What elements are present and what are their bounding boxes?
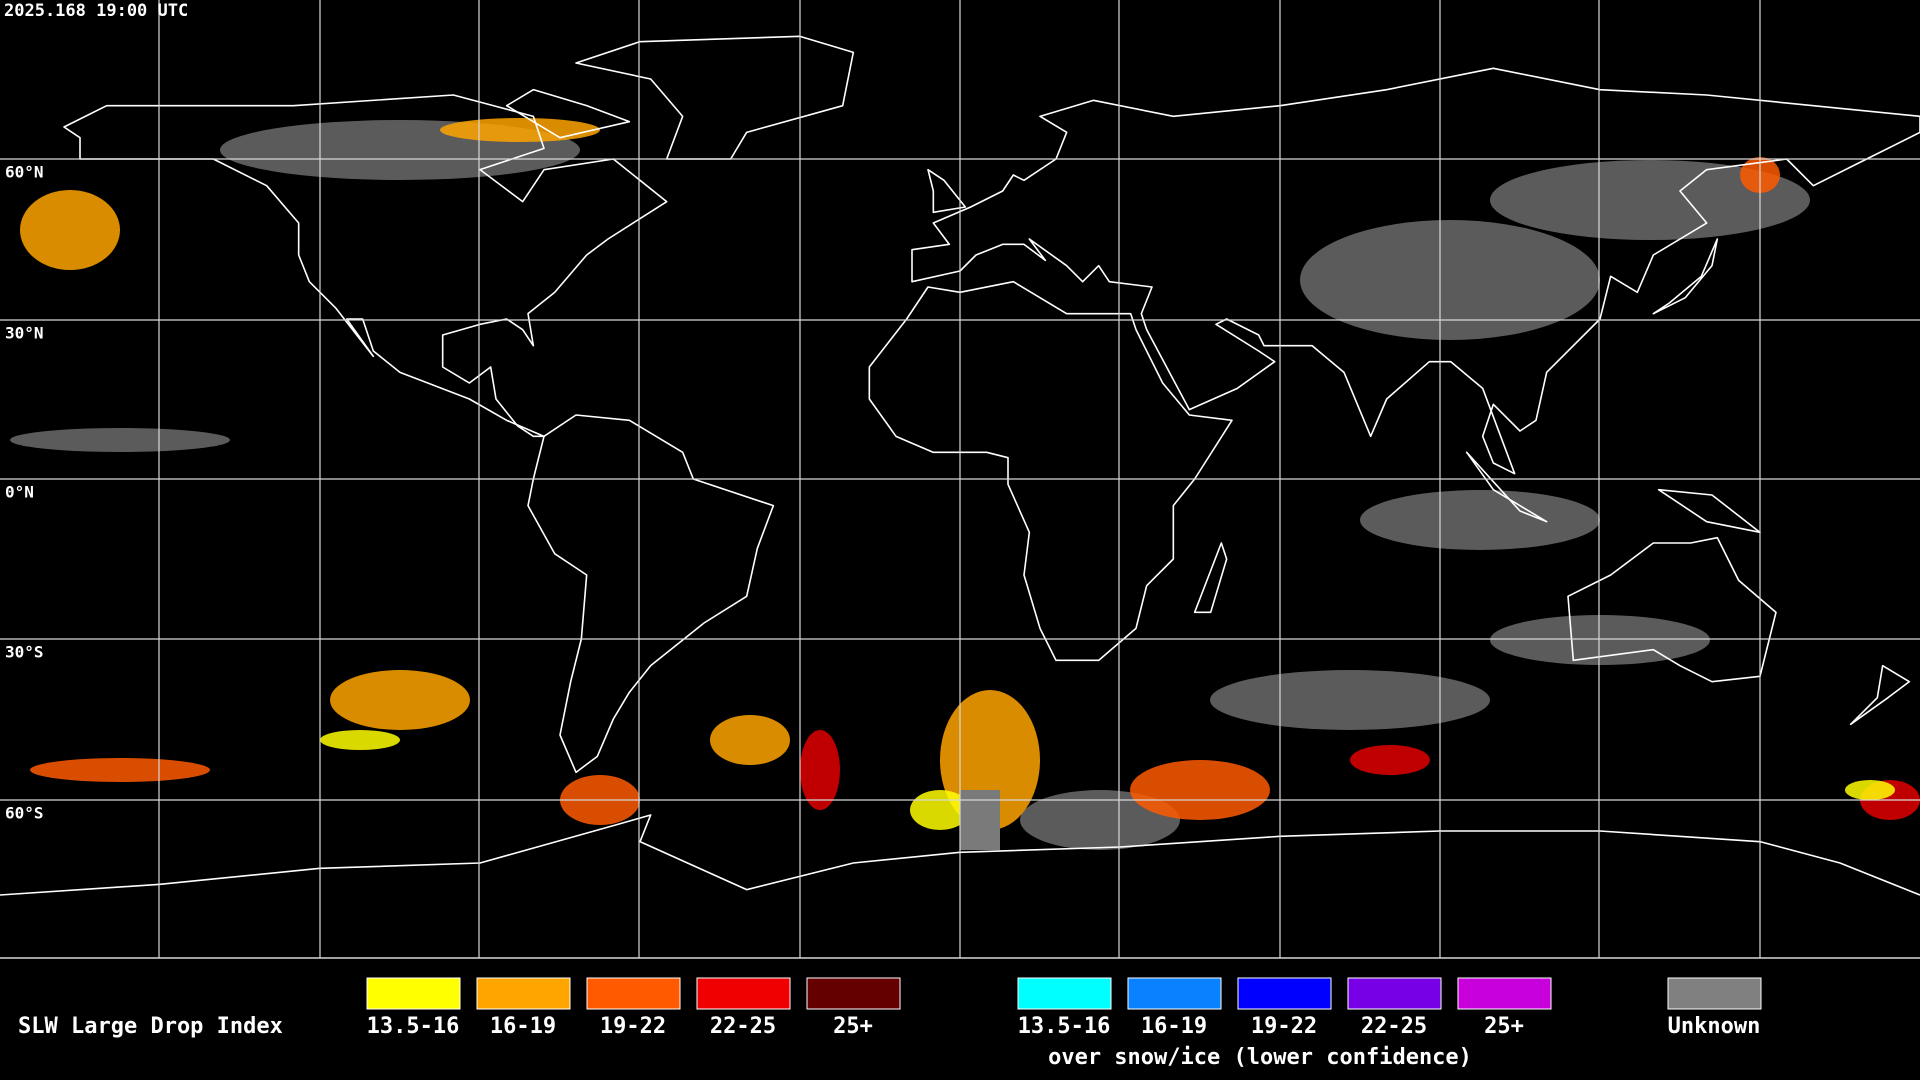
- legend-swatch: [586, 977, 681, 1010]
- latitude-label: 30°N: [5, 324, 44, 343]
- legend-label: 22-25: [710, 1014, 776, 1039]
- legend-swatch: [806, 977, 901, 1010]
- legend-swatch: [1127, 977, 1222, 1010]
- legend-label: 16-19: [1141, 1014, 1207, 1039]
- legend-label: 22-25: [1361, 1014, 1427, 1039]
- legend-label: 13.5-16: [1018, 1014, 1111, 1039]
- timestamp: 2025.168 19:00 UTC: [4, 1, 188, 21]
- legend-swatch: [366, 977, 461, 1010]
- graticule: [0, 0, 1920, 958]
- legend-label: 19-22: [600, 1014, 666, 1039]
- legend-swatch: [476, 977, 571, 1010]
- latitude-label: 60°N: [5, 163, 44, 182]
- legend-caption: over snow/ice (lower confidence): [1048, 1045, 1472, 1070]
- legend-swatch: [1457, 977, 1552, 1010]
- latitude-label: 0°N: [5, 483, 34, 502]
- legend-swatch: [1237, 977, 1332, 1010]
- legend-title: SLW Large Drop Index: [18, 1014, 283, 1039]
- cloud-imagery: [10, 118, 1920, 850]
- latitude-label: 30°S: [5, 643, 44, 662]
- legend-swatch: [1017, 977, 1112, 1010]
- legend-label: 16-19: [490, 1014, 556, 1039]
- legend-swatch: [696, 977, 791, 1010]
- legend-label: 25+: [1484, 1014, 1524, 1039]
- legend-label: 13.5-16: [367, 1014, 460, 1039]
- latitude-label: 60°S: [5, 804, 44, 823]
- legend-label: Unknown: [1668, 1014, 1761, 1039]
- legend-label: 25+: [833, 1014, 873, 1039]
- legend-label: 19-22: [1251, 1014, 1317, 1039]
- legend-swatch: [1347, 977, 1442, 1010]
- legend-swatch: [1667, 977, 1762, 1010]
